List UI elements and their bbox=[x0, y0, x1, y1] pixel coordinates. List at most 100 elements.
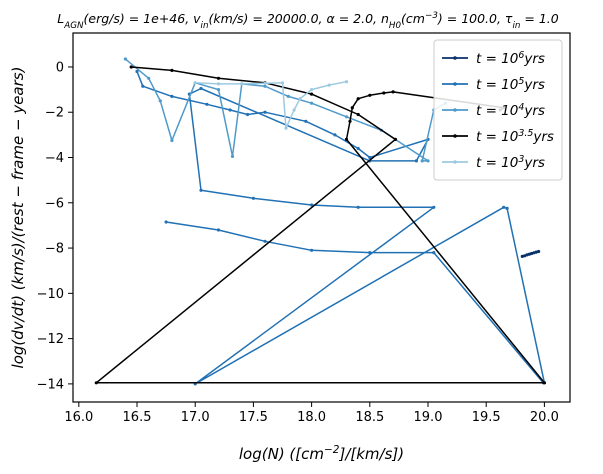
data-point bbox=[310, 92, 314, 96]
data-point bbox=[216, 76, 221, 80]
data-point bbox=[356, 97, 360, 101]
data-point bbox=[356, 112, 360, 117]
data-point bbox=[527, 252, 531, 256]
series-line bbox=[124, 58, 446, 162]
data-point bbox=[164, 220, 168, 224]
data-point bbox=[216, 82, 221, 86]
legend-label: t = 105yrs bbox=[476, 76, 545, 94]
data-point bbox=[298, 97, 302, 101]
data-point bbox=[542, 381, 547, 385]
y-tick-label: −14 bbox=[37, 377, 64, 392]
y-tick-label: −10 bbox=[37, 287, 64, 302]
data-point bbox=[310, 88, 314, 92]
series-1 bbox=[520, 249, 541, 258]
x-axis-title: log(N) ([cm−2]/[km/s]) bbox=[239, 444, 404, 463]
data-point bbox=[368, 155, 372, 160]
y-axis-title: log(dv/dt) (km/s)/(rest − frame − years) bbox=[9, 67, 27, 369]
data-point bbox=[284, 126, 288, 130]
data-point bbox=[135, 69, 139, 74]
legend-marker bbox=[453, 56, 457, 60]
data-point bbox=[216, 228, 221, 232]
x-tick-label: 20.0 bbox=[530, 410, 559, 425]
legend-marker bbox=[453, 108, 457, 112]
data-point bbox=[368, 251, 372, 255]
y-tick-label: −4 bbox=[45, 151, 64, 166]
x-tick-label: 19.0 bbox=[414, 410, 443, 425]
data-point bbox=[310, 203, 314, 207]
data-point bbox=[356, 205, 360, 209]
y-tick-label: −6 bbox=[45, 196, 64, 211]
data-point bbox=[520, 254, 524, 258]
data-point bbox=[432, 205, 436, 209]
data-point bbox=[432, 251, 436, 255]
data-point bbox=[199, 86, 203, 91]
data-point bbox=[344, 115, 349, 119]
data-point bbox=[147, 76, 151, 80]
data-point bbox=[304, 119, 308, 123]
legend-item: t = 104yrs bbox=[442, 102, 545, 120]
data-point bbox=[391, 90, 395, 94]
data-point bbox=[158, 99, 162, 103]
plot-area bbox=[72, 32, 571, 403]
legend-label: t = 103.5yrs bbox=[476, 128, 554, 146]
chart-title: LAGN(erg/s) = 1e+46, vin(km/s) = 20000.0… bbox=[57, 11, 559, 31]
data-point bbox=[170, 68, 174, 72]
data-point bbox=[170, 138, 174, 143]
data-point bbox=[199, 188, 203, 192]
legend-box bbox=[433, 39, 563, 181]
data-point bbox=[505, 206, 509, 210]
x-tick-label: 18.0 bbox=[297, 410, 326, 425]
data-point bbox=[193, 81, 197, 85]
data-point bbox=[170, 94, 174, 98]
y-tick-label: −8 bbox=[45, 242, 64, 257]
data-point bbox=[382, 91, 386, 95]
data-point bbox=[228, 108, 232, 112]
legend-marker bbox=[453, 160, 457, 164]
data-point bbox=[356, 146, 360, 151]
series-group bbox=[94, 57, 547, 386]
y-tick-label: −2 bbox=[45, 106, 64, 121]
data-point bbox=[350, 106, 354, 110]
data-point bbox=[246, 112, 250, 117]
data-point bbox=[368, 93, 372, 97]
y-axis: 0 −2 −4 −6 −8 −10 −12 −14 bbox=[37, 60, 73, 392]
data-point bbox=[205, 102, 209, 106]
y-tick-label: 0 bbox=[56, 60, 64, 75]
data-point bbox=[216, 88, 221, 92]
data-point bbox=[502, 205, 506, 209]
data-point bbox=[263, 110, 267, 114]
legend-label: t = 106yrs bbox=[476, 50, 545, 68]
data-point bbox=[348, 119, 352, 123]
data-point bbox=[537, 249, 541, 254]
data-point bbox=[344, 137, 349, 141]
series-3 bbox=[123, 57, 448, 163]
legend-item: t = 106yrs bbox=[442, 50, 545, 68]
axes-frame bbox=[72, 32, 571, 403]
data-point bbox=[263, 239, 267, 243]
data-point bbox=[420, 159, 424, 163]
series-4 bbox=[94, 65, 547, 385]
data-point bbox=[393, 137, 397, 141]
x-tick-label: 18.5 bbox=[355, 410, 384, 425]
data-point bbox=[129, 65, 133, 69]
data-point bbox=[280, 81, 285, 85]
data-point bbox=[426, 159, 430, 163]
data-point bbox=[292, 108, 296, 112]
legend-marker bbox=[453, 134, 457, 138]
data-point bbox=[240, 82, 244, 86]
legend-label: t = 103yrs bbox=[476, 154, 545, 172]
data-point bbox=[123, 57, 127, 61]
series-line bbox=[136, 71, 546, 385]
data-point bbox=[310, 101, 314, 105]
data-point bbox=[230, 154, 235, 158]
data-point bbox=[251, 196, 255, 200]
legend-item: t = 103yrs bbox=[442, 154, 545, 172]
data-point bbox=[141, 84, 145, 88]
data-point bbox=[344, 80, 349, 84]
x-tick-label: 17.5 bbox=[239, 410, 268, 425]
x-tick-label: 17.0 bbox=[181, 410, 210, 425]
legend-item: t = 105yrs bbox=[442, 76, 545, 94]
legend: t = 106yrs t = 105yrs t = 104yrs t = 103.5y… bbox=[433, 39, 563, 181]
x-tick-label: 16.5 bbox=[123, 410, 152, 425]
legend-label: t = 104yrs bbox=[476, 102, 545, 120]
